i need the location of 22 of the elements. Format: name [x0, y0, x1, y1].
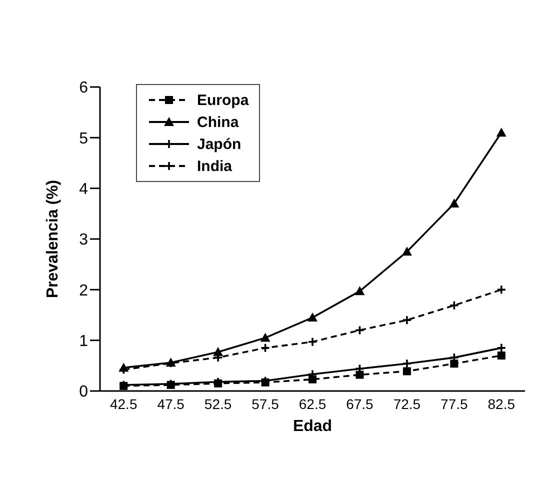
x-tick-label: 57.5	[252, 396, 280, 412]
y-tick-label: 0	[79, 384, 88, 401]
legend-label: India	[197, 158, 232, 174]
y-tick-label: 4	[79, 181, 88, 198]
y-tick-label: 3	[79, 232, 88, 249]
x-tick-label: 77.5	[440, 396, 468, 412]
legend-label: Europa	[197, 92, 249, 108]
y-tick-label: 5	[79, 130, 88, 148]
legend-label: Japón	[197, 136, 242, 152]
x-axis-title: Edad	[292, 418, 332, 435]
x-tick-label: 72.5	[393, 396, 421, 412]
x-tick-label: 47.5	[157, 396, 185, 412]
legend-label: China	[197, 114, 239, 130]
y-tick-label: 1	[79, 333, 88, 350]
x-tick-label: 67.5	[346, 396, 374, 412]
y-axis-title: Prevalencia (%)	[44, 180, 62, 298]
x-tick-label: 42.5	[110, 396, 138, 412]
x-tick-label: 82.5	[488, 396, 516, 412]
x-tick-label: 62.5	[298, 396, 326, 412]
y-tick-label: 6	[79, 80, 88, 97]
x-tick-label: 52.5	[204, 396, 232, 412]
y-tick-label: 2	[79, 282, 88, 300]
